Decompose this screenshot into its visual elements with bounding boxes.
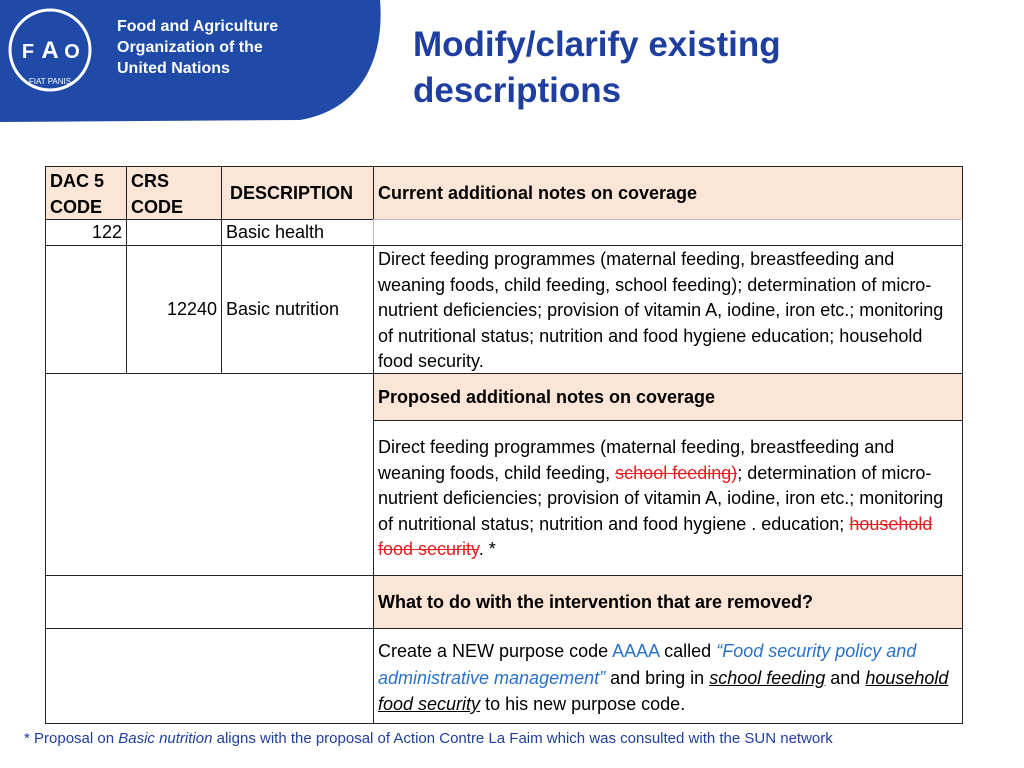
text-segment: school feeding — [709, 667, 826, 688]
cell: 122 — [45, 219, 127, 246]
logo-letter: F — [22, 41, 34, 63]
text-segment: . * — [478, 539, 496, 559]
column-header: DAC 5 CODE — [45, 166, 127, 220]
text-segment: Direct feeding programmes (maternal feed… — [378, 437, 895, 483]
section-heading: Proposed additional notes on coverage — [373, 373, 963, 421]
cell: Direct feeding programmes (maternal feed… — [373, 245, 963, 374]
cell — [45, 575, 374, 629]
organization-line: Food and Agriculture — [117, 18, 279, 35]
text-segment: and bring in — [605, 667, 710, 688]
text-segment: AAAA — [612, 641, 660, 661]
section-text: Direct feeding programmes (maternal feed… — [373, 420, 963, 576]
text-segment: called — [659, 641, 717, 661]
logo-letter: O — [64, 41, 80, 63]
cell — [126, 219, 222, 246]
organization-line: Organization of the — [117, 39, 263, 56]
cell: Basic nutrition — [221, 245, 374, 374]
logo-ring — [8, 8, 92, 92]
logo-motto: FIAT PANIS — [29, 77, 71, 86]
text-segment: * Proposal on — [24, 730, 119, 747]
text-segment: and — [825, 667, 866, 688]
text-segment: school feeding) — [615, 462, 738, 483]
text-segment: “Food security policy and administrative… — [378, 641, 917, 688]
slide-title: Modify/clarify existing descriptions — [413, 25, 781, 110]
organization-line: United Nations — [117, 60, 230, 77]
cell: Basic health — [221, 219, 374, 246]
cell — [45, 628, 374, 724]
column-header: CRS CODE — [126, 166, 222, 220]
cell — [373, 219, 963, 246]
cell — [45, 245, 127, 374]
section-text: Create a NEW purpose code AAAA called “F… — [373, 628, 963, 724]
text-segment: household food security — [378, 513, 933, 560]
text-segment: aligns with the proposal of Action Contr… — [212, 730, 833, 747]
text-segment: Create a NEW purpose code — [378, 641, 613, 661]
footnote: * Proposal on Basic nutrition aligns wit… — [24, 730, 833, 747]
section-heading: What to do with the intervention that ar… — [373, 575, 963, 629]
header-banner: F A O FIAT PANIS — [0, 0, 381, 122]
text-segment: ; determination of micro-nutrient defici… — [378, 462, 944, 534]
cell: 12240 — [126, 245, 222, 374]
text-segment: to his new purpose code. — [480, 694, 686, 714]
text-segment: household food security — [378, 667, 949, 715]
banner-shape — [0, 0, 381, 122]
logo-letter: A — [41, 37, 58, 64]
column-header: Current additional notes on coverage — [373, 166, 963, 220]
text-segment: Basic nutrition — [118, 730, 213, 747]
column-header: DESCRIPTION — [221, 166, 374, 220]
cell — [45, 373, 374, 576]
